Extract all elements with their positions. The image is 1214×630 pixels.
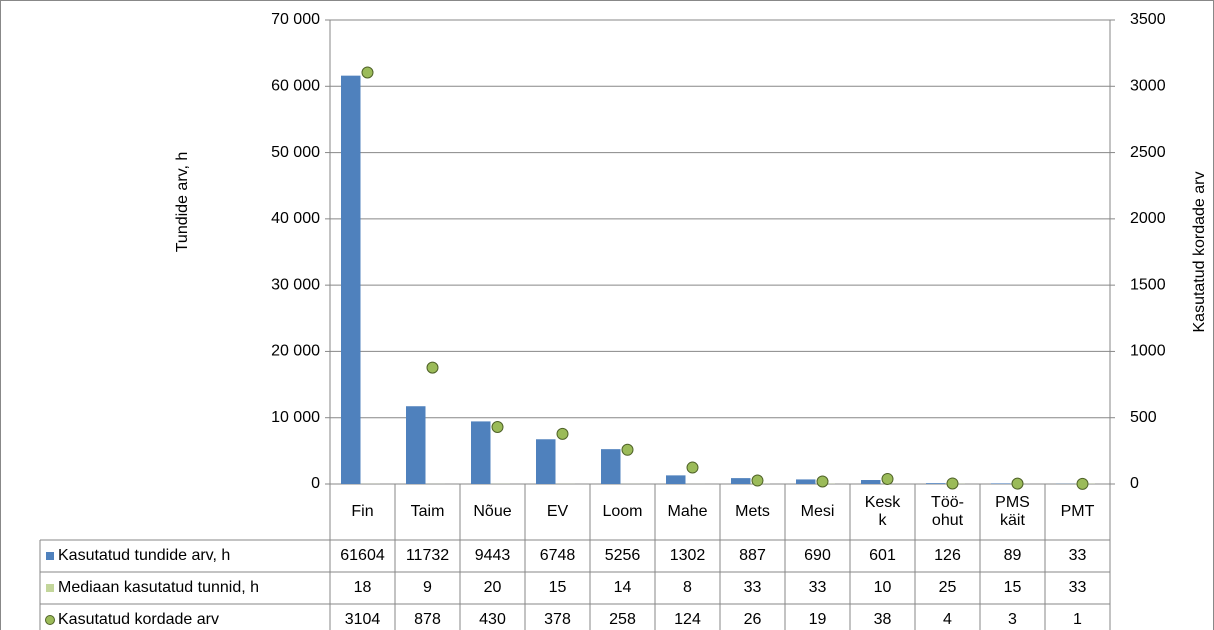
legend-label: Kasutatud tundide arv, h — [58, 547, 230, 564]
bar — [731, 478, 751, 484]
table-value: 3 — [1008, 611, 1017, 628]
y2-tick-label: 0 — [1130, 475, 1139, 492]
y2-tick-label: 3000 — [1130, 78, 1166, 95]
table-value: 690 — [804, 547, 831, 564]
table-value: 5256 — [605, 547, 641, 564]
bar — [601, 449, 621, 484]
point — [491, 420, 504, 433]
table-value: 430 — [479, 611, 506, 628]
bar — [796, 479, 816, 484]
x-tick-label: EV — [546, 503, 569, 520]
legend-key — [46, 552, 54, 560]
legend-key — [45, 615, 55, 625]
table-value: 33 — [1069, 547, 1087, 564]
bar — [406, 406, 426, 484]
x-tick-label: Kesk k — [864, 494, 901, 529]
y2-tick-label: 3500 — [1130, 11, 1166, 28]
y-tick-label: 40 000 — [271, 210, 320, 227]
point — [946, 477, 959, 490]
table-value: 15 — [1004, 579, 1022, 596]
x-tick-label: Taim — [410, 503, 445, 520]
x-tick-label: Mahe — [667, 503, 708, 520]
table-value: 378 — [544, 611, 571, 628]
table-value: 124 — [674, 611, 701, 628]
table-value: 1302 — [670, 547, 706, 564]
x-tick-label: Loom — [602, 503, 643, 520]
bar — [861, 480, 881, 484]
legend-label: Kasutatud kordade arv — [58, 611, 219, 628]
bar — [536, 439, 556, 484]
table-value: 8 — [683, 579, 692, 596]
x-tick-label: Töö- ohut — [931, 494, 964, 529]
y2-tick-label: 2500 — [1130, 144, 1166, 161]
x-tick-label: Nõue — [473, 503, 512, 520]
y-tick-label: 70 000 — [271, 11, 320, 28]
bar — [926, 483, 946, 484]
point — [556, 427, 569, 440]
point — [751, 474, 764, 487]
y2-tick-label: 2000 — [1130, 210, 1166, 227]
table-value: 26 — [744, 611, 762, 628]
table-value: 89 — [1004, 547, 1022, 564]
table-value: 3104 — [345, 611, 381, 628]
table-value: 25 — [939, 579, 957, 596]
table-value: 33 — [744, 579, 762, 596]
point — [621, 443, 634, 456]
table-value: 20 — [484, 579, 502, 596]
table-value: 887 — [739, 547, 766, 564]
table-value: 10 — [874, 579, 892, 596]
table-value: 258 — [609, 611, 636, 628]
point — [361, 66, 374, 79]
table-value: 18 — [354, 579, 372, 596]
table-value: 38 — [874, 611, 892, 628]
legend-key — [46, 584, 54, 592]
table-value: 19 — [809, 611, 827, 628]
point — [1011, 477, 1024, 490]
x-tick-label: Fin — [351, 503, 374, 520]
y-tick-label: 50 000 — [271, 144, 320, 161]
x-tick-label: Mets — [735, 503, 770, 520]
y-tick-label: 60 000 — [271, 78, 320, 95]
table-value: 33 — [1069, 579, 1087, 596]
y2-axis-title: Kasutatud kordade arv — [1191, 172, 1208, 333]
point — [1076, 477, 1089, 490]
y-tick-label: 30 000 — [271, 276, 320, 293]
table-value: 601 — [869, 547, 896, 564]
table-value: 1 — [1073, 611, 1082, 628]
point — [881, 472, 894, 485]
legend-label: Mediaan kasutatud tunnid, h — [58, 579, 259, 596]
bar — [471, 421, 491, 484]
table-value: 61604 — [340, 547, 385, 564]
y-tick-label: 10 000 — [271, 409, 320, 426]
table-value: 14 — [614, 579, 632, 596]
y-tick-label: 20 000 — [271, 343, 320, 360]
bar — [341, 75, 361, 484]
x-tick-label: PMS käit — [995, 494, 1030, 529]
table-value: 11732 — [406, 547, 449, 564]
point — [426, 361, 439, 374]
x-tick-label: PMT — [1060, 503, 1095, 520]
table-value: 126 — [934, 547, 961, 564]
table-value: 15 — [549, 579, 567, 596]
y-tick-label: 0 — [311, 475, 320, 492]
table-value: 9443 — [475, 547, 511, 564]
table-value: 6748 — [540, 547, 576, 564]
table-value: 9 — [423, 579, 432, 596]
y2-tick-label: 1000 — [1130, 343, 1166, 360]
x-tick-label: Mesi — [800, 503, 835, 520]
table-value: 878 — [414, 611, 441, 628]
bar — [666, 475, 686, 484]
y2-tick-label: 1500 — [1130, 276, 1166, 293]
point — [686, 461, 699, 474]
table-value: 4 — [943, 611, 952, 628]
table-value: 33 — [809, 579, 827, 596]
y-axis-title: Tundide arv, h — [174, 152, 191, 253]
y2-tick-label: 500 — [1130, 409, 1157, 426]
bar — [991, 483, 1011, 484]
point — [816, 475, 829, 488]
